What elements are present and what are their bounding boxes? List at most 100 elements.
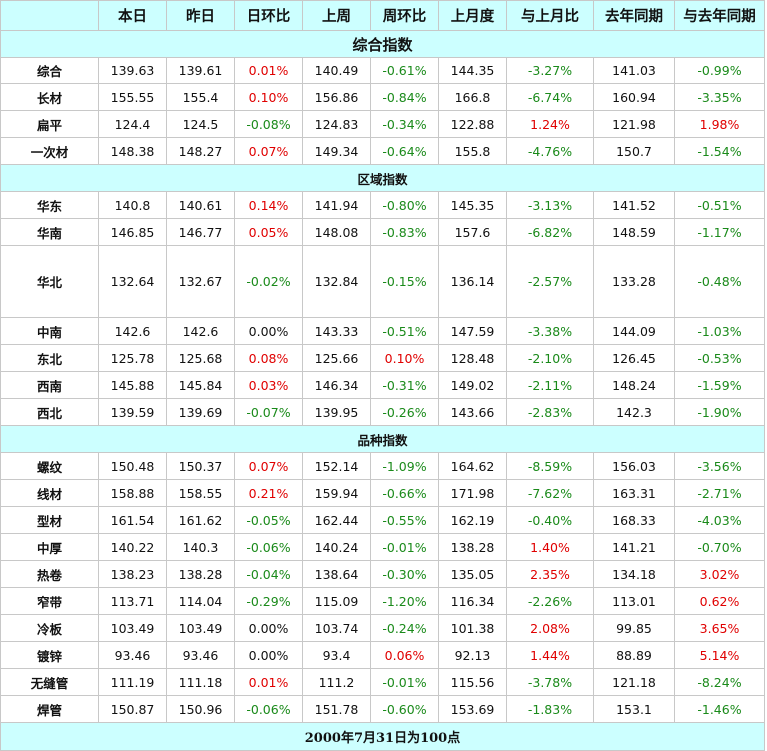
table-cell: 2.35% xyxy=(506,560,594,588)
table-cell: -0.66% xyxy=(370,479,439,507)
table-cell: 150.87 xyxy=(98,695,167,723)
row-name: 中厚 xyxy=(0,533,99,561)
table-cell: 0.00% xyxy=(234,641,303,669)
row-name: 华东 xyxy=(0,191,99,219)
table-row: 中厚 140.22 140.3 -0.06% 140.24 -0.01% 138.28 1.4… xyxy=(0,533,765,561)
table-cell: 121.98 xyxy=(593,110,675,138)
header-cell-today: 本日 xyxy=(98,0,167,31)
table-cell: 163.31 xyxy=(593,479,675,507)
table-cell: 153.1 xyxy=(593,695,675,723)
table-cell: 93.46 xyxy=(166,641,235,669)
table-cell: 150.48 xyxy=(98,452,167,480)
table-cell: -0.26% xyxy=(370,398,439,426)
table-row: 螺纹 150.48 150.37 0.07% 152.14 -1.09% 164.62 -8.… xyxy=(0,452,765,480)
table-cell: -6.82% xyxy=(506,218,594,246)
table-cell: 88.89 xyxy=(593,641,675,669)
table-cell: 3.02% xyxy=(674,560,765,588)
table-cell: 141.52 xyxy=(593,191,675,219)
table-cell: 166.8 xyxy=(438,83,507,111)
table-cell: 148.27 xyxy=(166,137,235,165)
table-cell: 0.00% xyxy=(234,614,303,642)
table-cell: -1.83% xyxy=(506,695,594,723)
table-cell: -0.08% xyxy=(234,110,303,138)
table-cell: 139.95 xyxy=(302,398,371,426)
table-cell: -1.03% xyxy=(674,317,765,345)
row-name: 中南 xyxy=(0,317,99,345)
table-cell: -0.99% xyxy=(674,57,765,84)
table-cell: 0.00% xyxy=(234,317,303,345)
table-cell: -2.71% xyxy=(674,479,765,507)
table-cell: -1.59% xyxy=(674,371,765,399)
table-row: 热卷 138.23 138.28 -0.04% 138.64 -0.30% 135.05 2.… xyxy=(0,560,765,588)
table-cell: 138.28 xyxy=(166,560,235,588)
table-cell: 143.33 xyxy=(302,317,371,345)
table-row: 型材 161.54 161.62 -0.05% 162.44 -0.55% 162.19 -0… xyxy=(0,506,765,534)
row-name: 东北 xyxy=(0,344,99,372)
table-row: 华南 146.85 146.77 0.05% 148.08 -0.83% 157.6 -6.8… xyxy=(0,218,765,246)
table-cell: 171.98 xyxy=(438,479,507,507)
table-cell: 1.40% xyxy=(506,533,594,561)
table-cell: -0.05% xyxy=(234,506,303,534)
table-cell: -0.64% xyxy=(370,137,439,165)
table-cell: 0.10% xyxy=(234,83,303,111)
table-cell: 145.88 xyxy=(98,371,167,399)
section-title: 品种指数 xyxy=(0,425,765,453)
table-row: 窄带 113.71 114.04 -0.29% 115.09 -1.20% 116.34 -2… xyxy=(0,587,765,615)
table-cell: -0.15% xyxy=(370,245,439,318)
table-cell: -3.27% xyxy=(506,57,594,84)
table-cell: 161.54 xyxy=(98,506,167,534)
table-cell: 141.21 xyxy=(593,533,675,561)
table-cell: 136.14 xyxy=(438,245,507,318)
table-cell: -2.83% xyxy=(506,398,594,426)
table-cell: 111.18 xyxy=(166,668,235,696)
table-cell: 148.38 xyxy=(98,137,167,165)
section-header-row: 区域指数 xyxy=(0,164,765,192)
table-cell: -0.51% xyxy=(370,317,439,345)
row-name: 线材 xyxy=(0,479,99,507)
table-cell: 146.34 xyxy=(302,371,371,399)
table-cell: 3.65% xyxy=(674,614,765,642)
table-row: 综合 139.63 139.61 0.01% 140.49 -0.61% 144.35 -3.… xyxy=(0,57,765,84)
table-cell: 151.78 xyxy=(302,695,371,723)
table-row: 镀锌 93.46 93.46 0.00% 93.4 0.06% 92.13 1.44% 88.8… xyxy=(0,641,765,669)
table-cell: -2.57% xyxy=(506,245,594,318)
table-cell: -0.40% xyxy=(506,506,594,534)
table-cell: 145.84 xyxy=(166,371,235,399)
table-cell: -0.01% xyxy=(370,533,439,561)
table-cell: 132.64 xyxy=(98,245,167,318)
table-cell: -6.74% xyxy=(506,83,594,111)
table-cell: 148.59 xyxy=(593,218,675,246)
table-cell: 1.44% xyxy=(506,641,594,669)
table-cell: 134.18 xyxy=(593,560,675,588)
table-cell: -3.13% xyxy=(506,191,594,219)
table-cell: 128.48 xyxy=(438,344,507,372)
table-cell: 115.56 xyxy=(438,668,507,696)
row-name: 长材 xyxy=(0,83,99,111)
table-cell: -1.46% xyxy=(674,695,765,723)
table-cell: 139.69 xyxy=(166,398,235,426)
table-cell: 161.62 xyxy=(166,506,235,534)
header-cell-yesterday: 昨日 xyxy=(166,0,235,31)
table-cell: -0.84% xyxy=(370,83,439,111)
table-cell: 111.2 xyxy=(302,668,371,696)
table-cell: -3.78% xyxy=(506,668,594,696)
table-cell: -0.48% xyxy=(674,245,765,318)
table-cell: 150.7 xyxy=(593,137,675,165)
table-cell: 0.07% xyxy=(234,452,303,480)
table-cell: 144.09 xyxy=(593,317,675,345)
table-cell: 150.37 xyxy=(166,452,235,480)
row-name: 华北 xyxy=(0,245,99,318)
table-cell: -0.70% xyxy=(674,533,765,561)
table-cell: -1.17% xyxy=(674,218,765,246)
table-cell: 156.86 xyxy=(302,83,371,111)
table-cell: -8.24% xyxy=(674,668,765,696)
table-cell: -0.29% xyxy=(234,587,303,615)
table-cell: 114.04 xyxy=(166,587,235,615)
table-cell: -0.55% xyxy=(370,506,439,534)
table-cell: 164.62 xyxy=(438,452,507,480)
table-cell: 155.4 xyxy=(166,83,235,111)
table-cell: 146.85 xyxy=(98,218,167,246)
table-cell: -4.03% xyxy=(674,506,765,534)
table-cell: 125.68 xyxy=(166,344,235,372)
